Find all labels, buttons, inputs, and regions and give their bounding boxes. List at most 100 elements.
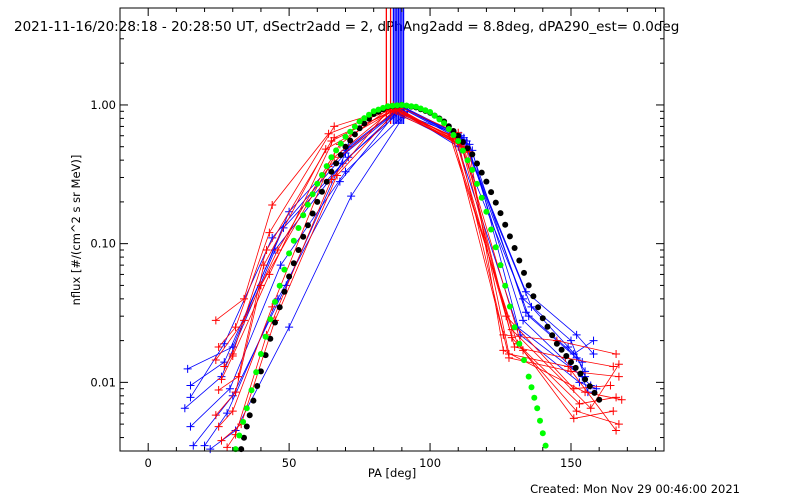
fit-dot <box>553 340 560 347</box>
x-tick-label: 100 <box>419 456 441 470</box>
fit-dot <box>506 303 513 310</box>
fit-dot <box>342 143 349 150</box>
fit-dot <box>525 282 532 289</box>
green-fit-curve <box>232 102 549 453</box>
fit-dot <box>398 102 405 108</box>
fit-dot <box>262 333 269 340</box>
fit-dot <box>361 120 368 127</box>
plus-marker <box>499 346 508 355</box>
fit-dot <box>474 160 480 167</box>
fit-dot <box>333 147 340 154</box>
plus-marker <box>335 177 344 186</box>
plus-marker <box>330 122 339 131</box>
fit-dot <box>254 383 261 389</box>
fit-dot <box>281 266 288 273</box>
blue-series <box>186 104 595 390</box>
red-series <box>211 104 621 420</box>
fit-dot <box>464 145 471 152</box>
blue-series <box>183 102 590 376</box>
plus-marker <box>521 287 530 296</box>
fit-dot <box>469 151 476 158</box>
fit-dot <box>403 102 410 109</box>
red-series <box>214 104 618 371</box>
plus-marker <box>575 399 584 408</box>
plus-marker <box>273 246 282 255</box>
fit-dot <box>408 103 415 110</box>
plus-marker <box>211 355 220 364</box>
fit-dot <box>300 233 307 240</box>
plus-marker <box>606 381 615 390</box>
fit-dot <box>492 244 499 251</box>
plus-marker <box>183 364 192 373</box>
fit-dot <box>272 319 278 326</box>
plus-marker <box>228 351 237 360</box>
plus-marker <box>211 411 220 420</box>
plus-marker <box>519 316 528 325</box>
fit-dot <box>337 152 344 158</box>
plus-marker <box>507 333 516 342</box>
fit-dot <box>537 417 543 424</box>
plus-marker <box>504 350 513 359</box>
fit-dot <box>314 180 321 187</box>
blue-series <box>180 105 592 413</box>
plus-marker <box>572 407 581 416</box>
plus-marker <box>217 375 226 384</box>
fit-dot <box>328 154 335 161</box>
fit-dot <box>314 198 321 205</box>
fit-curves-group <box>232 102 603 453</box>
plus-marker <box>564 362 573 371</box>
blue-series <box>189 102 587 450</box>
fit-dot <box>375 106 382 113</box>
plus-marker <box>521 308 530 317</box>
plus-marker <box>285 323 294 332</box>
blue-series <box>206 110 590 454</box>
fit-dot <box>347 128 354 135</box>
plus-marker <box>614 420 623 429</box>
fit-dot <box>586 383 593 390</box>
x-tick-label: 0 <box>145 456 152 470</box>
fit-dot <box>356 125 363 132</box>
fit-dot <box>295 225 302 231</box>
fit-dot <box>267 335 274 342</box>
fit-dot <box>497 210 504 217</box>
fit-dot <box>441 120 448 127</box>
plus-marker <box>330 133 339 142</box>
plus-marker <box>223 409 232 418</box>
fit-dot <box>459 139 466 145</box>
plus-marker <box>589 336 598 345</box>
plus-marker <box>566 336 575 345</box>
plot-frame <box>119 7 665 452</box>
y-tick-label: 1.00 <box>90 98 116 112</box>
fit-dot <box>248 387 255 394</box>
fit-dot <box>366 111 372 118</box>
fit-dot <box>525 373 532 380</box>
axis-ticks-group: 0 50 100 150 1.00 0.10 0.01 <box>90 7 664 470</box>
series-line <box>218 107 614 367</box>
fit-dot <box>506 233 513 240</box>
plus-marker <box>231 388 240 397</box>
plus-marker <box>609 362 618 371</box>
fit-dot <box>469 166 476 173</box>
fit-dot <box>464 157 471 164</box>
fit-dot <box>450 132 457 138</box>
fit-dot <box>596 396 603 403</box>
fit-dot <box>276 282 283 289</box>
fit-dot <box>246 412 253 419</box>
fit-dot <box>539 430 546 437</box>
plus-marker <box>214 342 223 351</box>
series-line <box>184 109 589 409</box>
x-tick-label: 150 <box>560 456 582 470</box>
plus-marker <box>572 330 581 339</box>
plus-marker <box>186 381 195 390</box>
plus-marker <box>581 388 590 397</box>
fit-dot <box>488 189 495 196</box>
fit-dot <box>236 432 243 439</box>
series-line <box>190 110 594 427</box>
chart-title: 2021-11-16/20:28:18 - 20:28:50 UT, dSect… <box>14 19 679 35</box>
fit-dot <box>304 201 311 208</box>
plus-marker <box>240 294 249 303</box>
plus-marker <box>189 441 198 450</box>
plus-marker <box>617 395 626 404</box>
plus-marker <box>217 436 226 445</box>
